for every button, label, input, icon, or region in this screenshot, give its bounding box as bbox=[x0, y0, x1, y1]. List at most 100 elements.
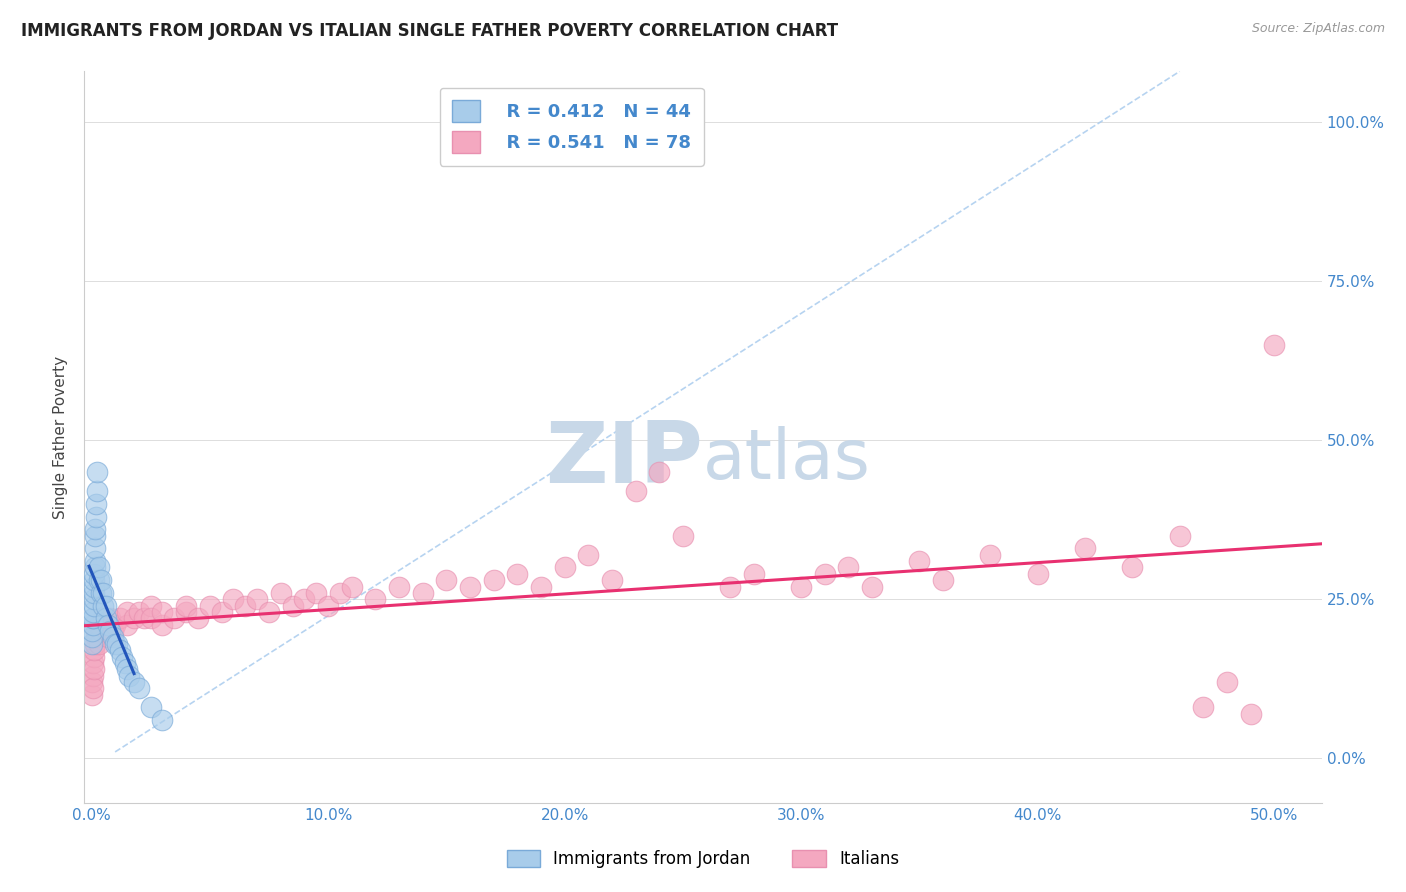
Point bbox=[82, 675, 104, 690]
Point bbox=[174, 605, 197, 619]
Point bbox=[83, 554, 105, 568]
Point bbox=[672, 529, 695, 543]
Point bbox=[163, 611, 186, 625]
Point bbox=[1074, 541, 1097, 556]
Point bbox=[86, 465, 108, 479]
Point bbox=[83, 580, 105, 594]
Point bbox=[187, 611, 209, 625]
Point bbox=[83, 592, 105, 607]
Point bbox=[364, 592, 387, 607]
Point bbox=[152, 713, 174, 727]
Point bbox=[388, 580, 411, 594]
Point bbox=[108, 643, 131, 657]
Point bbox=[233, 599, 256, 613]
Point bbox=[86, 484, 108, 499]
Point bbox=[80, 637, 103, 651]
Point bbox=[83, 643, 105, 657]
Point bbox=[128, 681, 150, 696]
Point bbox=[1216, 675, 1239, 690]
Text: Source: ZipAtlas.com: Source: ZipAtlas.com bbox=[1251, 22, 1385, 36]
Point bbox=[292, 592, 315, 607]
Point bbox=[83, 649, 105, 664]
Point bbox=[139, 700, 162, 714]
Point bbox=[198, 599, 221, 613]
Point bbox=[101, 631, 124, 645]
Point bbox=[101, 624, 124, 638]
Point bbox=[412, 586, 434, 600]
Point bbox=[1168, 529, 1191, 543]
Text: IMMIGRANTS FROM JORDAN VS ITALIAN SINGLE FATHER POVERTY CORRELATION CHART: IMMIGRANTS FROM JORDAN VS ITALIAN SINGLE… bbox=[21, 22, 838, 40]
Point bbox=[107, 637, 129, 651]
Point bbox=[128, 605, 150, 619]
Point bbox=[84, 541, 107, 556]
Point bbox=[83, 573, 105, 587]
Point bbox=[100, 624, 122, 638]
Point bbox=[814, 566, 837, 581]
Point bbox=[270, 586, 292, 600]
Text: ZIP: ZIP bbox=[546, 417, 703, 500]
Point bbox=[316, 599, 339, 613]
Point bbox=[152, 605, 174, 619]
Point bbox=[482, 573, 505, 587]
Text: atlas: atlas bbox=[703, 425, 870, 492]
Point bbox=[1026, 566, 1049, 581]
Point bbox=[860, 580, 883, 594]
Point bbox=[576, 548, 599, 562]
Point bbox=[84, 522, 107, 536]
Point bbox=[90, 586, 112, 600]
Point bbox=[624, 484, 647, 499]
Point bbox=[742, 566, 765, 581]
Point bbox=[790, 580, 813, 594]
Point bbox=[90, 573, 112, 587]
Point bbox=[458, 580, 481, 594]
Point bbox=[100, 611, 122, 625]
Point bbox=[932, 573, 955, 587]
Point bbox=[257, 605, 280, 619]
Point bbox=[91, 611, 114, 625]
Point bbox=[97, 617, 120, 632]
Point bbox=[84, 624, 107, 638]
Point bbox=[94, 611, 117, 625]
Point bbox=[111, 649, 134, 664]
Point bbox=[84, 631, 107, 645]
Point bbox=[94, 617, 117, 632]
Point bbox=[87, 637, 110, 651]
Point bbox=[329, 586, 352, 600]
Point bbox=[139, 599, 162, 613]
Point bbox=[82, 631, 104, 645]
Point bbox=[600, 573, 623, 587]
Point bbox=[90, 624, 112, 638]
Point bbox=[83, 662, 105, 676]
Point bbox=[82, 605, 104, 619]
Point bbox=[1240, 706, 1263, 721]
Point bbox=[1121, 560, 1143, 574]
Point bbox=[718, 580, 741, 594]
Point bbox=[84, 497, 107, 511]
Point bbox=[648, 465, 671, 479]
Point bbox=[174, 599, 197, 613]
Point bbox=[340, 580, 363, 594]
Point bbox=[114, 656, 136, 670]
Point bbox=[82, 624, 104, 638]
Point bbox=[87, 573, 110, 587]
Point bbox=[152, 617, 174, 632]
Point bbox=[115, 662, 138, 676]
Point bbox=[530, 580, 553, 594]
Legend: Immigrants from Jordan, Italians: Immigrants from Jordan, Italians bbox=[501, 843, 905, 875]
Point bbox=[82, 681, 104, 696]
Point bbox=[132, 611, 155, 625]
Point bbox=[246, 592, 269, 607]
Point bbox=[281, 599, 304, 613]
Point bbox=[80, 688, 103, 702]
Point bbox=[82, 617, 104, 632]
Point bbox=[108, 611, 131, 625]
Point bbox=[305, 586, 328, 600]
Point bbox=[115, 605, 138, 619]
Point bbox=[118, 668, 141, 682]
Point bbox=[83, 586, 105, 600]
Point bbox=[1263, 338, 1285, 352]
Point bbox=[91, 599, 114, 613]
Point bbox=[97, 631, 120, 645]
Point bbox=[87, 560, 110, 574]
Point bbox=[139, 611, 162, 625]
